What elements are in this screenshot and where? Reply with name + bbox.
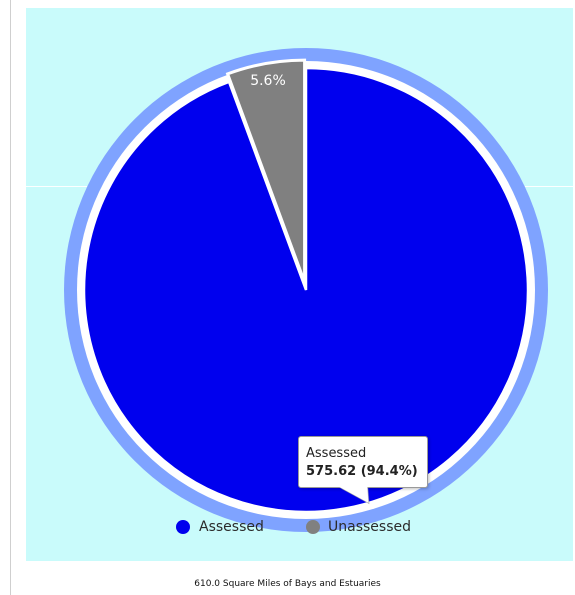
slice-label-unassessed: 5.6%: [250, 73, 286, 89]
legend-assessed-label[interactable]: Assessed: [199, 519, 264, 535]
legend: Assessed Unassessed: [176, 519, 411, 535]
legend-unassessed-marker[interactable]: [306, 520, 320, 534]
tooltip-series-name: Assessed: [306, 446, 367, 461]
chart-caption: 610.0 Square Miles of Bays and Estuaries: [194, 579, 381, 589]
pie-slice-assessed[interactable]: [82, 66, 530, 514]
pie-slices: [82, 58, 530, 514]
legend-assessed-marker[interactable]: [176, 520, 190, 534]
left-divider: [10, 0, 11, 595]
slice-tooltip: Assessed 575.62 (94.4%): [298, 436, 428, 488]
pie-slice-unassessed[interactable]: [225, 58, 307, 283]
legend-unassessed-label[interactable]: Unassessed: [328, 519, 411, 535]
tooltip-value: 575.62 (94.4%): [306, 464, 418, 479]
